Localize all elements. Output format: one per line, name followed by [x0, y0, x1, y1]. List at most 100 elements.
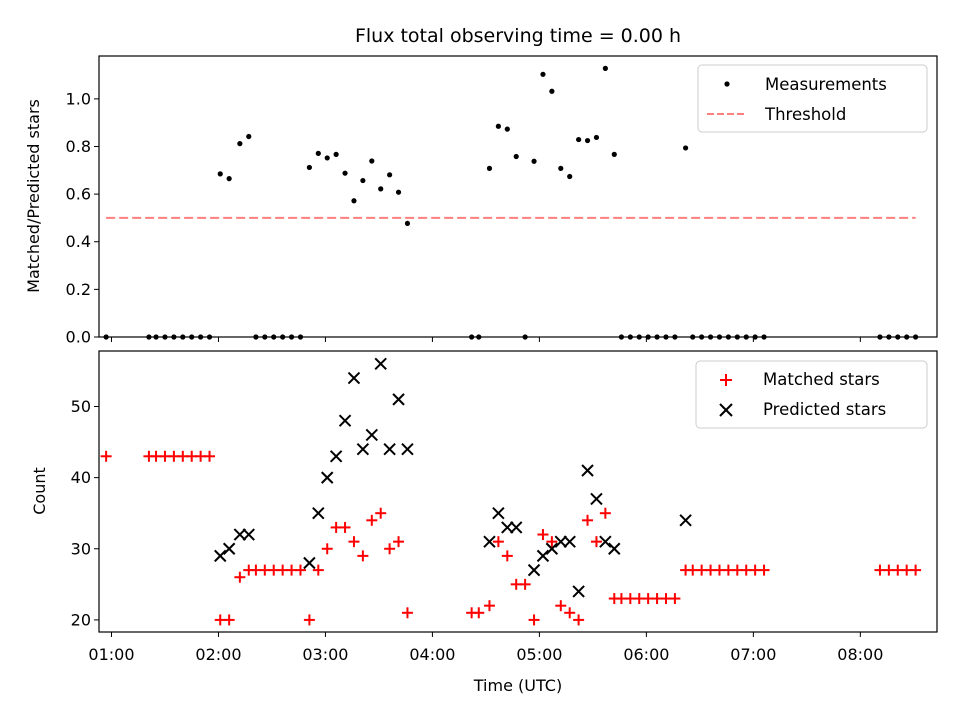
x-tick-label: 08:00: [837, 645, 883, 664]
top-y-axis-label: Matched/Predicted stars: [24, 99, 43, 293]
measurement-point: [540, 71, 546, 77]
matched-stars-point: [564, 607, 576, 619]
matched-stars-point: [528, 614, 540, 626]
bottom-y-axis-label: Count: [30, 467, 49, 515]
x-tick-label: 06:00: [623, 645, 669, 664]
matched-stars-point: [234, 571, 246, 583]
measurement-point: [683, 145, 689, 151]
predicted-stars-point: [545, 542, 559, 555]
matched-stars-point: [348, 536, 360, 548]
predicted-stars-point: [492, 506, 505, 520]
predicted-stars-point: [222, 542, 236, 555]
matched-stars-point: [303, 614, 315, 626]
measurement-point: [306, 164, 312, 171]
top-axes: 0.0 0.2 0.4 0.6 0.8 1.0 Matched/Predicted sta…: [24, 55, 938, 347]
measurement-point: [567, 173, 573, 180]
predicted-stars-point: [401, 442, 414, 456]
top-y-tick-label: 0.8: [66, 137, 91, 156]
predicted-stars-point: [356, 442, 370, 456]
matched-stars-point: [401, 607, 413, 619]
top-axes-frame: [98, 55, 938, 338]
predicted-stars-point: [527, 563, 541, 577]
measurement-point: [495, 123, 501, 129]
matched-stars-point: [312, 564, 324, 576]
x-tick-label: 03:00: [302, 645, 348, 664]
legend-measurements-marker: [724, 81, 730, 87]
bottom-y-tick-label: 20: [71, 610, 91, 629]
predicted-stars-point: [554, 535, 567, 548]
predicted-stars-point: [233, 528, 247, 541]
predicted-stars-point: [214, 549, 227, 563]
predicted-stars-point: [374, 357, 387, 371]
measurement-point: [404, 220, 411, 227]
matched-stars-point: [483, 600, 495, 612]
bottom-legend: Matched stars Predicted stars: [695, 360, 928, 429]
matched-stars-point: [321, 543, 333, 555]
matched-stars-point: [573, 614, 585, 626]
matched-stars-point: [546, 536, 558, 548]
measurement-point: [246, 133, 252, 140]
measurement-point: [602, 65, 608, 71]
measurement-point: [237, 141, 243, 147]
top-legend: Measurements Threshold: [697, 64, 928, 133]
matched-stars-point: [501, 550, 513, 562]
bottom-axes-frame: [98, 350, 938, 633]
top-plot-area: [103, 65, 919, 340]
measurement-point: [593, 134, 600, 141]
top-y-tick-label: 0.0: [66, 328, 91, 347]
top-y-tick-label: 1.0: [66, 89, 91, 108]
top-y-tick-label: 0.2: [66, 280, 91, 299]
matched-stars-point: [537, 529, 549, 541]
measurement-point: [217, 171, 223, 177]
predicted-stars-point: [483, 535, 496, 548]
predicted-stars-point: [510, 521, 523, 534]
top-y-ticks: 0.0 0.2 0.4 0.6 0.8 1.0: [66, 89, 99, 347]
measurement-point: [611, 151, 617, 157]
measurement-point: [395, 189, 402, 195]
top-legend-frame: [697, 64, 928, 133]
measurement-point: [333, 151, 339, 157]
matched-stars-point: [492, 536, 504, 548]
predicted-stars-point: [679, 514, 692, 527]
predicted-stars-point: [501, 521, 514, 534]
matched-stars-point: [100, 450, 112, 462]
predicted-stars-point: [563, 535, 576, 548]
bottom-legend-frame: [695, 360, 928, 429]
predicted-stars-point: [347, 371, 361, 385]
top-y-tick-label: 0.4: [66, 232, 91, 251]
matched-stars-point: [375, 507, 387, 519]
predicted-stars-point: [312, 506, 325, 520]
matched-stars-point: [339, 521, 351, 533]
matched-stars-point: [366, 514, 378, 526]
predicted-stars-point: [608, 542, 621, 555]
predicted-stars-point: [329, 450, 343, 463]
matched-stars-point: [599, 507, 611, 519]
x-tick-label: 01:00: [88, 645, 134, 664]
top-y-tick-label: 0.6: [66, 185, 91, 204]
matched-stars-point: [473, 607, 485, 619]
matched-stars-point: [384, 543, 396, 555]
matched-stars-point: [758, 564, 770, 576]
predicted-stars-point: [338, 414, 352, 427]
matched-stars-point: [590, 536, 602, 548]
predicted-stars-point: [321, 471, 334, 484]
measurement-point: [360, 177, 366, 184]
legend-matched-marker: [720, 374, 732, 386]
legend-predicted-label: Predicted stars: [763, 400, 886, 419]
predicted-stars-point: [590, 492, 603, 506]
bottom-plot-area: [100, 357, 922, 626]
top-x-ticks: [110, 337, 861, 342]
predicted-stars-point: [392, 393, 405, 406]
matched-stars-point: [393, 536, 405, 548]
matched-stars-point: [357, 550, 369, 562]
predicted-stars-point: [383, 442, 396, 456]
measurement-point: [378, 186, 384, 192]
predicted-stars-point: [242, 528, 255, 541]
legend-matched-label: Matched stars: [763, 370, 880, 389]
measurement-point: [387, 172, 393, 178]
x-tick-label: 02:00: [195, 645, 241, 664]
x-tick-label: 07:00: [730, 645, 776, 664]
measurement-point: [549, 88, 555, 94]
predicted-stars-point: [572, 585, 585, 598]
